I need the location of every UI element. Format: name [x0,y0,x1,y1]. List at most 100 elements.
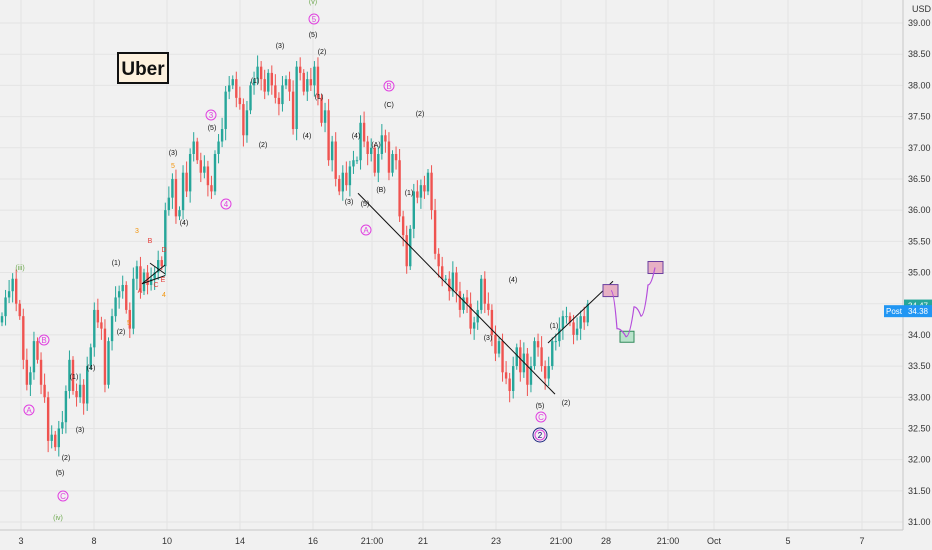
candle [526,347,529,397]
candle [281,76,284,112]
candle-body [426,172,430,192]
candle [536,333,540,357]
candle [426,168,430,196]
candle [465,289,469,314]
candle-body [483,278,486,304]
candle [107,337,110,389]
x-tick-label: 16 [308,536,318,546]
candle-body [174,178,178,217]
candle [352,150,355,174]
candle [533,337,536,370]
time-axis[interactable]: 3 8 10 14 16 21:00 21 23 21:00 28 21:00 Oct 5 7 [0,529,903,546]
candle [39,352,43,395]
candle-body [529,366,533,385]
wave-label: 5 [127,320,131,327]
candle-body [259,66,263,80]
candle [490,304,494,347]
candle-body [469,303,472,329]
y-tick-label: 33.00 [908,392,931,402]
wave-label-ring [308,13,320,25]
candle-body [93,309,96,348]
currency-label: USD [912,4,932,14]
wave-label: (4) [87,365,96,372]
candle-body [96,309,100,323]
candle [206,160,210,197]
candle [387,132,391,181]
candle [7,279,11,304]
candle [384,129,387,153]
candle-body [39,359,43,385]
wave-label-text: A [363,226,369,235]
candle-body [302,72,305,92]
candle-body [554,341,557,343]
candle-body [185,172,188,192]
wave-label-circled: B [38,334,50,346]
candle-body [153,272,156,279]
wave-label: C [153,282,158,289]
wave-label-text: 3 [209,111,214,120]
wave-label: (5) [309,32,318,39]
grid-horizontal [0,22,903,523]
wave-label-circled: C [57,490,69,502]
candle [86,356,89,411]
candle [149,267,153,291]
candle-body [341,172,344,192]
candle [409,225,412,271]
candle [554,333,557,351]
candle [96,298,100,329]
wave-label-circled: 3 [205,109,217,121]
triangle-upper [141,264,166,285]
candle [29,366,32,397]
candle [487,292,490,316]
candle [373,144,376,177]
wave-label: (C) [384,102,394,109]
candle-body [352,160,355,167]
candle [153,266,156,290]
wave-label-text: B [41,336,46,345]
price-axis[interactable]: USD 31.00 31.50 32.00 32.50 33.00 33.50 34.00 3… [884,0,932,530]
candle [36,337,39,364]
candle-body [82,384,85,404]
y-tick-label: 36.00 [908,205,931,215]
candle-body [249,85,252,111]
candle [416,180,419,204]
wave-label-circled: B [383,80,395,92]
wave-label: (2) [62,455,71,462]
candle [192,132,195,162]
wave-label: (2) [562,400,571,407]
wave-label: (4) [509,277,518,284]
candle-body [252,79,256,86]
candle [181,165,185,220]
candle-body [323,110,327,123]
candle-body [575,328,579,335]
candle [277,92,281,116]
candle [167,186,171,216]
candle [433,198,437,260]
candle-body [110,316,114,342]
candle [462,293,465,314]
candle [188,148,192,203]
candle-body [245,110,249,136]
candle [512,356,515,399]
candle-body [22,316,25,360]
candle [75,383,78,407]
candle [50,425,53,449]
candle [245,100,249,143]
candle-body [547,366,550,379]
candle [586,299,589,327]
candle [547,356,550,387]
wave-label: (3) [345,199,354,206]
wave-label: (3) [484,335,493,342]
candle-body [210,185,213,192]
wave-label: (v) [309,0,317,6]
candle [398,148,401,222]
candle-body [32,341,36,373]
candle-body [472,322,476,329]
candle-body [157,260,160,273]
candle-body [29,372,32,385]
y-tick-label: 37.00 [908,143,931,153]
candle-body [274,85,277,98]
candle-body [373,147,376,173]
